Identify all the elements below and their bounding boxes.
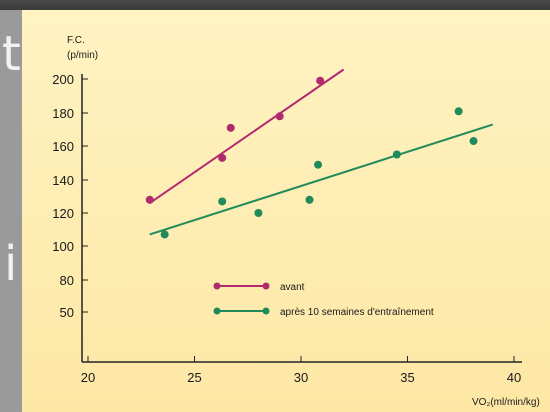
slide-left-panel: [0, 10, 22, 412]
data-point-series-0: [145, 195, 154, 204]
x-tick-label: 20: [81, 370, 95, 385]
y-tick-label: 160: [52, 139, 74, 154]
data-point-series-0: [316, 76, 325, 85]
legend-label-series-0: avant: [280, 282, 305, 293]
y-tick-label: 80: [60, 273, 74, 288]
y-tick-label: 120: [52, 206, 74, 221]
legend-marker-series-1: [213, 307, 221, 315]
slide-text-fragment: i: [4, 236, 18, 292]
y-tick-label: 180: [52, 106, 74, 121]
trend-line-series-1: [149, 123, 494, 236]
data-point-series-1: [314, 160, 323, 169]
legend-marker-series-0: [213, 282, 221, 290]
trend-line-series-0: [149, 68, 345, 204]
y-axis-title-line1: F.C.: [67, 35, 85, 46]
x-tick-label: 25: [187, 370, 201, 385]
legend-marker-series-0: [262, 282, 270, 290]
data-point-series-0: [218, 153, 227, 162]
data-point-series-1: [392, 150, 401, 159]
y-tick-label: 100: [52, 239, 74, 254]
x-tick-label: 35: [400, 370, 414, 385]
x-tick-label: 30: [294, 370, 308, 385]
data-point-series-0: [275, 112, 284, 121]
chart-svg: F.C. (p/min) VO₂(ml/min/kg) 20 25 30 35 40 50…: [52, 35, 540, 408]
data-point-series-1: [454, 107, 463, 116]
data-point-series-1: [469, 137, 478, 146]
x-axis-title: VO₂(ml/min/kg): [472, 397, 540, 408]
y-tick-label: 140: [52, 173, 74, 188]
slide-top-band: [0, 0, 550, 10]
legend-label-series-1: après 10 semaines d'entraînement: [280, 307, 434, 318]
x-tick-label: 40: [507, 370, 521, 385]
y-tick-label: 200: [52, 72, 74, 87]
data-point-series-1: [305, 195, 314, 204]
y-tick-label: 50: [60, 305, 74, 320]
data-point-series-1: [160, 230, 169, 239]
data-point-series-1: [254, 209, 263, 217]
chart-card: F.C. (p/min) VO₂(ml/min/kg) 20 25 30 35 40 50…: [22, 10, 550, 412]
y-axis-title-line2: (p/min): [67, 50, 98, 61]
data-point-series-1: [218, 197, 227, 206]
data-point-series-0: [226, 123, 235, 132]
legend-marker-series-1: [262, 307, 270, 315]
